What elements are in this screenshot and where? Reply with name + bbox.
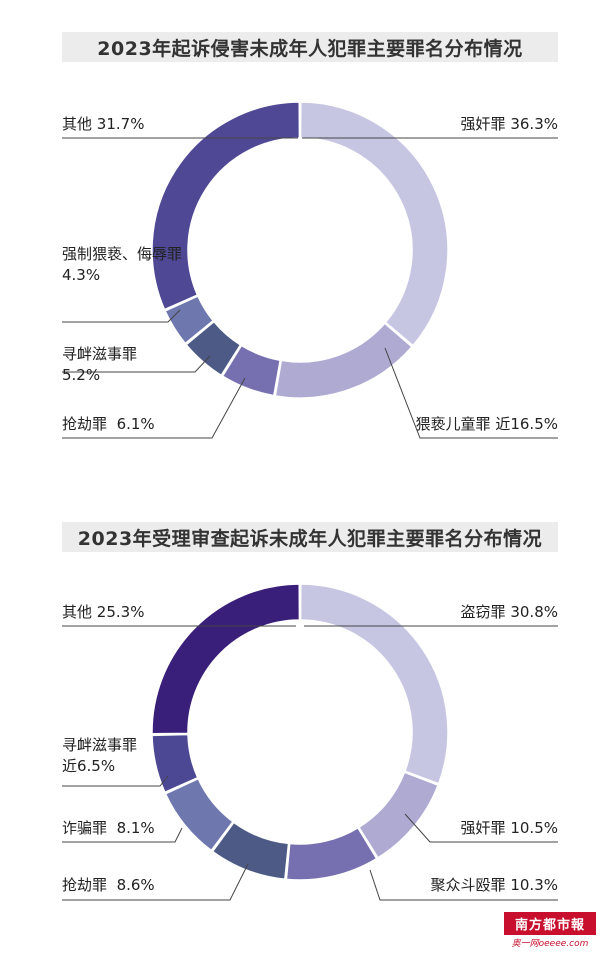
- leader-line: [62, 355, 211, 373]
- leader-line: [384, 347, 558, 439]
- slice-label: 强奸罪 36.3%: [460, 115, 558, 133]
- donut-slice: [151, 583, 301, 735]
- donut-slice: [164, 295, 215, 345]
- slice-label: 强制猥亵、侮辱罪 4.3%: [62, 245, 183, 284]
- leader-line: [62, 775, 169, 787]
- slice-label: 抢劫罪 6.1%: [62, 415, 155, 433]
- newspaper-logo: 南方都市報 奥一网oeeee.com: [504, 912, 596, 949]
- slice-label: 诈骗罪 8.1%: [62, 819, 155, 837]
- slice-label: 抢劫罪 8.6%: [62, 876, 155, 894]
- donut-slice: [211, 821, 290, 881]
- chart-title: 2023年起诉侵害未成年人犯罪主要罪名分布情况: [62, 32, 558, 62]
- donut-slice: [185, 320, 242, 377]
- donut-slice: [151, 733, 199, 794]
- donut-slice: [151, 101, 301, 311]
- donut-slice: [274, 322, 414, 399]
- donut-slice: [299, 101, 449, 347]
- donut-slice: [164, 777, 234, 852]
- slice-label: 寻衅滋事罪 5.2%: [62, 345, 138, 384]
- donut-chart: [62, 583, 558, 901]
- chart-prosecution: 2023年起诉侵害未成年人犯罪主要罪名分布情况 其他 31.7% 强奸罪 36.…: [0, 0, 600, 470]
- donut-slice: [299, 583, 449, 785]
- leader-line: [62, 377, 246, 439]
- slice-label: 其他 25.3%: [62, 603, 145, 621]
- chart-title: 2023年受理审查起诉未成年人犯罪主要罪名分布情况: [62, 522, 558, 552]
- chart-review-prosecution: 2023年受理审查起诉未成年人犯罪主要罪名分布情况 其他 25.3% 盗窃罪 3…: [0, 492, 600, 922]
- leader-line: [62, 863, 249, 901]
- donut-slice: [357, 771, 440, 859]
- slice-label: 猥亵儿童罪 近16.5%: [415, 415, 558, 433]
- donut-slice: [285, 826, 378, 881]
- leader-line: [404, 813, 558, 843]
- leader-line: [62, 827, 183, 843]
- slice-label: 寻衅滋事罪 近6.5%: [62, 736, 138, 775]
- slice-label: 强奸罪 10.5%: [460, 819, 558, 837]
- slice-label: 盗窃罪 30.8%: [460, 603, 558, 621]
- leader-line: [62, 309, 181, 323]
- slice-label: 聚众斗殴罪 10.3%: [430, 876, 558, 894]
- donut-chart: [62, 101, 558, 439]
- donut-slice: [221, 344, 282, 397]
- slice-label: 其他 31.7%: [62, 115, 145, 133]
- leader-line: [369, 869, 558, 901]
